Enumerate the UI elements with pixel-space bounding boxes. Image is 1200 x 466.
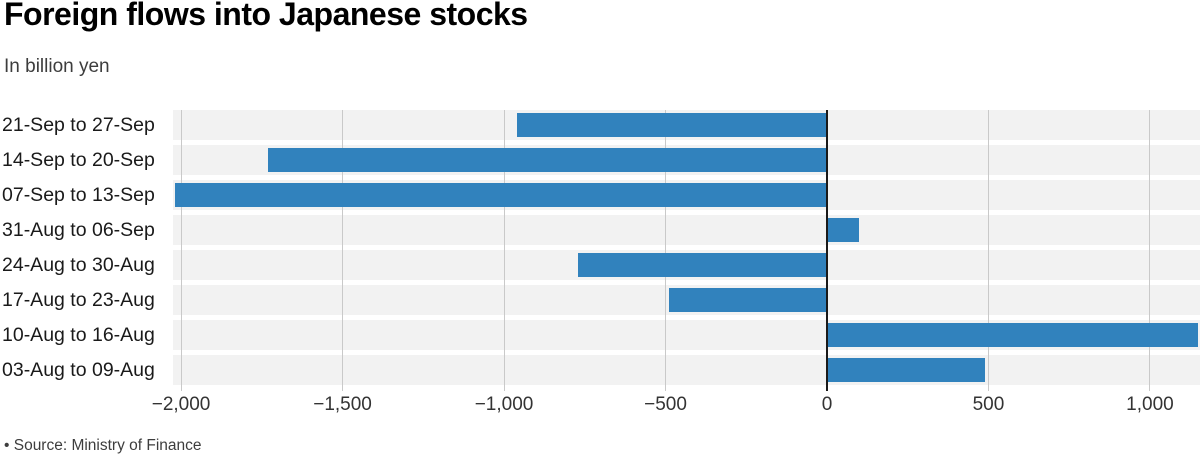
bar — [668, 288, 827, 312]
x-tick-label: −1,000 — [474, 394, 534, 415]
row-band — [173, 215, 1200, 245]
category-label: 03-Aug to 09-Aug — [2, 359, 155, 381]
x-tick-label: −2,000 — [151, 394, 211, 415]
category-label: 17-Aug to 23-Aug — [2, 289, 155, 311]
gridline — [665, 110, 666, 391]
bar — [174, 183, 827, 207]
gridline — [180, 110, 182, 391]
category-label: 10-Aug to 16-Aug — [2, 324, 155, 346]
x-tick-label: 1,000 — [1126, 394, 1174, 415]
gridline — [1149, 110, 1151, 391]
category-label: 24-Aug to 30-Aug — [2, 254, 155, 276]
row-band — [173, 355, 1200, 385]
bar — [268, 148, 827, 172]
x-tick-label: 0 — [821, 394, 833, 415]
category-label: 14-Sep to 20-Sep — [2, 149, 155, 171]
bar — [578, 253, 827, 277]
chart-subtitle: In billion yen — [4, 56, 110, 77]
bar — [516, 113, 827, 137]
zero-baseline — [825, 110, 828, 391]
x-tick-label: 500 — [972, 394, 1005, 415]
x-tick-label: −500 — [644, 394, 687, 415]
bar — [826, 358, 986, 382]
gridline — [342, 110, 344, 391]
source-note: • Source: Ministry of Finance — [4, 437, 202, 454]
category-label: 07-Sep to 13-Sep — [2, 184, 155, 206]
gridline — [503, 110, 505, 391]
chart-title: Foreign flows into Japanese stocks — [4, 0, 528, 32]
gridline — [987, 110, 989, 391]
bar — [826, 218, 860, 242]
x-tick-label: −1,500 — [313, 394, 372, 415]
category-label: 31-Aug to 06-Sep — [2, 219, 155, 241]
category-label: 21-Sep to 27-Sep — [2, 114, 155, 136]
bar — [826, 323, 1199, 347]
